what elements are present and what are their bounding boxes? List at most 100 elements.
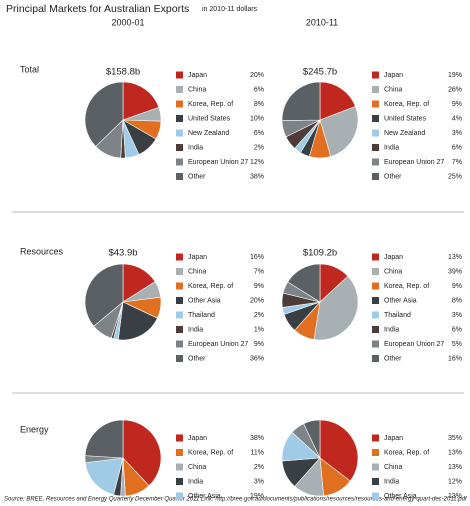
value-label: 35% [448, 435, 462, 442]
legend-label: India [384, 326, 399, 333]
legend-label: Thailand [188, 312, 215, 319]
legend-swatch [176, 326, 183, 333]
pie-slice [84, 457, 124, 496]
column-header: 2010-11 [306, 17, 338, 27]
legend-label: Other [188, 355, 206, 362]
legend-swatch [372, 158, 379, 166]
legend-swatch [176, 268, 183, 275]
legend-swatch [176, 158, 183, 166]
legend-swatch [372, 478, 379, 485]
value-label: 8% [254, 101, 264, 108]
legend-label: New Zealand [384, 130, 425, 137]
value-label: 9% [452, 283, 462, 290]
subtitle: in 2010-11 dollars [202, 6, 258, 13]
value-label: 38% [250, 173, 264, 180]
value-label: 13% [448, 449, 462, 456]
legend-label: New Zealand [188, 130, 229, 137]
value-label: 8% [452, 297, 462, 304]
pie-slice [117, 301, 158, 341]
legend-swatch [176, 478, 183, 485]
row-label: Energy [20, 424, 49, 434]
value-label: 12% [250, 159, 264, 166]
legend-swatch [372, 463, 379, 471]
legend-label: United States [384, 115, 427, 122]
value-label: 4% [452, 115, 462, 122]
value-label: 20% [250, 72, 264, 79]
pie-slice [313, 275, 359, 341]
pie-slice [84, 81, 124, 147]
value-label: 25% [448, 173, 462, 180]
value-label: 19% [250, 493, 264, 500]
legend-swatch [372, 100, 379, 108]
legend-swatch [176, 129, 183, 137]
value-label: 3% [452, 130, 462, 137]
row-label: Resources [20, 246, 64, 256]
legend-swatch [176, 311, 183, 319]
pie-slice [84, 419, 124, 459]
legend-label: India [188, 478, 203, 485]
legend-swatch [372, 282, 379, 290]
legend-label: India [188, 144, 203, 151]
legend-label: China [188, 86, 206, 93]
legend-label: Korea, Rep. of [188, 101, 233, 108]
value-label: 7% [254, 268, 264, 275]
value-label: 13% [448, 254, 462, 261]
legend-label: Korea, Rep. of [188, 449, 233, 456]
legend-swatch [372, 311, 379, 319]
legend-swatch [176, 340, 183, 348]
legend-label: Japan [188, 254, 207, 261]
legend-swatch [372, 115, 379, 122]
legend-swatch [176, 71, 183, 79]
value-label: 26% [448, 86, 462, 93]
legend-label: Japan [384, 254, 403, 261]
legend-label: Japan [384, 435, 403, 442]
legend-label: European Union 27 [384, 341, 444, 348]
legend-label: Korea, Rep. of [384, 101, 429, 108]
legend-swatch [372, 253, 379, 261]
legend-swatch [176, 282, 183, 290]
legend-swatch [372, 173, 379, 180]
pie-slice [319, 81, 356, 121]
value-label: 2% [254, 312, 264, 319]
value-label: 16% [250, 254, 264, 261]
legend-label: Japan [384, 72, 403, 79]
value-label: 6% [254, 130, 264, 137]
value-label: 9% [452, 101, 462, 108]
legend-label: Other [384, 355, 402, 362]
legend-swatch [372, 340, 379, 348]
pie-slice [319, 106, 359, 157]
pie-slice [319, 419, 359, 482]
value-label: 13% [448, 493, 462, 500]
value-label: 16% [448, 355, 462, 362]
pie-slice [122, 419, 162, 487]
value-label: 6% [452, 326, 462, 333]
legend-label: Thailand [384, 312, 411, 319]
legend-swatch [176, 100, 183, 108]
legend-label: Other Asia [384, 297, 417, 304]
legend-label: India [384, 144, 399, 151]
legend-swatch [372, 268, 379, 275]
legend-swatch [372, 355, 379, 362]
value-label: 39% [448, 268, 462, 275]
legend-label: China [188, 464, 206, 471]
legend-swatch [176, 434, 183, 442]
legend-label: China [384, 464, 402, 471]
pie-slice [281, 81, 321, 121]
value-label: 9% [254, 283, 264, 290]
legend-swatch [176, 492, 183, 500]
value-label: 3% [452, 312, 462, 319]
legend-swatch [176, 449, 183, 456]
value-label: 2% [254, 144, 264, 151]
value-label: 2% [254, 464, 264, 471]
legend-label: India [384, 478, 399, 485]
legend-label: Korea, Rep. of [384, 449, 429, 456]
legend-label: European Union 27 [188, 341, 248, 348]
pie-slice [84, 263, 124, 327]
value-label: 38% [250, 435, 264, 442]
value-label: 12% [448, 478, 462, 485]
column-header: 2000-01 [111, 17, 144, 27]
legend-label: Other [188, 173, 206, 180]
legend-label: Other Asia [188, 493, 221, 500]
legend-swatch [176, 86, 183, 93]
